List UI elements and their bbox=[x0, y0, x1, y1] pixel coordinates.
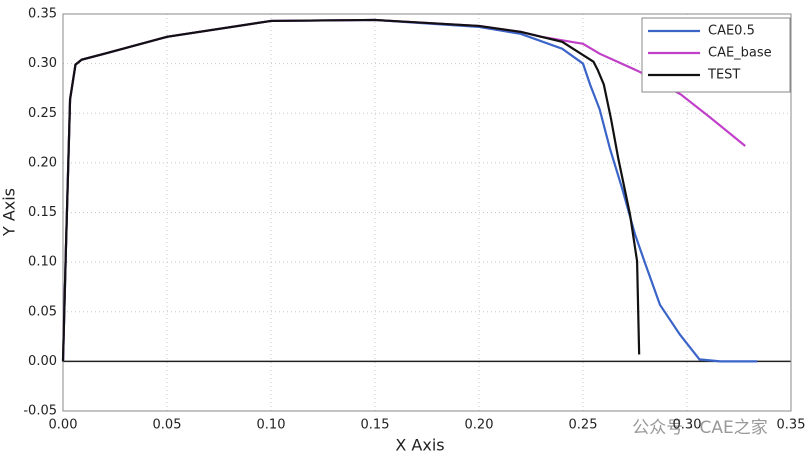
y-tick-label: 0.30 bbox=[28, 56, 57, 71]
y-tick-label: 0.10 bbox=[28, 255, 57, 270]
x-tick-label: 0.00 bbox=[49, 418, 78, 433]
y-axis-label: Y Axis bbox=[0, 188, 19, 237]
x-tick-label: 0.35 bbox=[777, 418, 806, 433]
x-tick-label: 0.15 bbox=[361, 418, 390, 433]
legend-label: CAE0.5 bbox=[708, 24, 755, 39]
x-tick-label: 0.25 bbox=[569, 418, 598, 433]
legend-label: CAE_base bbox=[708, 46, 772, 61]
plot-frame bbox=[62, 13, 792, 412]
x-tick-label: 0.30 bbox=[673, 418, 702, 433]
y-tick-label: 0.20 bbox=[28, 155, 57, 170]
y-tick-label: 0.00 bbox=[28, 354, 57, 369]
x-tick-label: 0.20 bbox=[465, 418, 494, 433]
watermark: 公众号 · CAE之家 bbox=[632, 418, 767, 438]
x-tick-label: 0.10 bbox=[257, 418, 286, 433]
y-tick-label: -0.05 bbox=[23, 404, 57, 419]
legend-label: TEST bbox=[707, 68, 740, 83]
series-line bbox=[61, 18, 641, 362]
y-tick-label: 0.35 bbox=[28, 7, 57, 22]
y-tick-label: 0.25 bbox=[28, 106, 57, 121]
y-tick-label: 0.15 bbox=[28, 205, 57, 220]
y-tick-label: 0.05 bbox=[28, 304, 57, 319]
x-axis-label: X Axis bbox=[395, 436, 444, 455]
x-tick-label: 0.05 bbox=[153, 418, 182, 433]
